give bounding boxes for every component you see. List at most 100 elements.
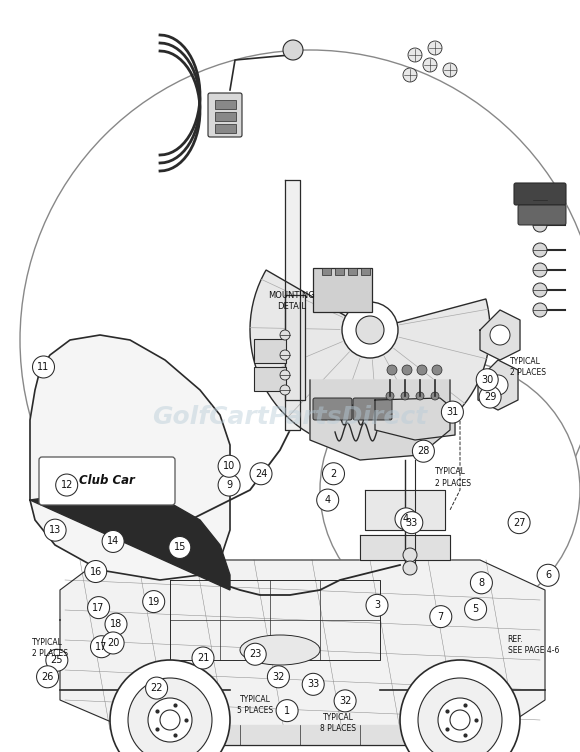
- Circle shape: [110, 660, 230, 752]
- Circle shape: [428, 41, 442, 55]
- FancyBboxPatch shape: [347, 268, 357, 274]
- Text: 11: 11: [37, 362, 50, 372]
- Text: 6: 6: [545, 570, 551, 581]
- FancyBboxPatch shape: [215, 99, 235, 108]
- Text: 24: 24: [255, 468, 267, 479]
- Polygon shape: [360, 535, 450, 560]
- Text: 29: 29: [484, 392, 496, 402]
- Circle shape: [20, 50, 580, 630]
- Circle shape: [280, 385, 290, 395]
- Text: Club Car: Club Car: [79, 475, 135, 487]
- Circle shape: [102, 530, 124, 553]
- Text: 7: 7: [438, 611, 444, 622]
- FancyBboxPatch shape: [39, 457, 175, 505]
- FancyBboxPatch shape: [254, 339, 286, 363]
- Text: GolfCartPartsDirect: GolfCartPartsDirect: [153, 405, 427, 429]
- Circle shape: [267, 666, 289, 688]
- Circle shape: [533, 193, 547, 207]
- Circle shape: [88, 596, 110, 619]
- Circle shape: [32, 356, 55, 378]
- Circle shape: [443, 63, 457, 77]
- Circle shape: [320, 360, 580, 620]
- Circle shape: [102, 632, 124, 654]
- Circle shape: [250, 462, 272, 485]
- Circle shape: [476, 368, 498, 391]
- Circle shape: [386, 392, 394, 400]
- Circle shape: [56, 474, 78, 496]
- Circle shape: [488, 375, 508, 395]
- Circle shape: [401, 511, 423, 534]
- Polygon shape: [285, 295, 305, 400]
- Circle shape: [401, 392, 409, 400]
- FancyBboxPatch shape: [353, 398, 392, 420]
- Text: MOUNTING
DETAIL: MOUNTING DETAIL: [268, 291, 314, 311]
- Circle shape: [403, 548, 417, 562]
- Circle shape: [105, 613, 127, 635]
- Circle shape: [244, 643, 266, 666]
- Text: 9: 9: [226, 480, 232, 490]
- Polygon shape: [30, 335, 230, 580]
- Circle shape: [160, 710, 180, 730]
- FancyBboxPatch shape: [361, 268, 369, 274]
- Polygon shape: [365, 490, 445, 530]
- Text: TYPICAL
2 PLACES: TYPICAL 2 PLACES: [435, 468, 471, 487]
- Circle shape: [416, 392, 424, 400]
- Circle shape: [148, 698, 192, 742]
- Circle shape: [280, 350, 290, 360]
- FancyBboxPatch shape: [313, 268, 372, 312]
- Polygon shape: [285, 180, 300, 430]
- Circle shape: [192, 647, 214, 669]
- Circle shape: [283, 40, 303, 60]
- Text: 19: 19: [147, 596, 160, 607]
- Circle shape: [402, 365, 412, 375]
- Circle shape: [400, 660, 520, 752]
- Text: 12: 12: [60, 480, 73, 490]
- Circle shape: [533, 263, 547, 277]
- Circle shape: [218, 455, 240, 478]
- Text: 33: 33: [307, 679, 320, 690]
- Text: 14: 14: [107, 536, 119, 547]
- Circle shape: [128, 678, 212, 752]
- Text: 30: 30: [481, 374, 494, 385]
- Text: 21: 21: [197, 653, 209, 663]
- Circle shape: [470, 572, 492, 594]
- Circle shape: [431, 392, 439, 400]
- Text: 25: 25: [50, 655, 63, 666]
- Text: 3: 3: [374, 600, 380, 611]
- FancyBboxPatch shape: [321, 268, 331, 274]
- Circle shape: [403, 68, 417, 82]
- Circle shape: [432, 365, 442, 375]
- Circle shape: [533, 218, 547, 232]
- Text: TYPICAL
5 PLACES: TYPICAL 5 PLACES: [237, 696, 273, 715]
- Circle shape: [356, 316, 384, 344]
- Text: 20: 20: [107, 638, 119, 648]
- Circle shape: [46, 649, 68, 672]
- FancyBboxPatch shape: [335, 268, 343, 274]
- Circle shape: [44, 519, 66, 541]
- Circle shape: [85, 560, 107, 583]
- Text: TYPICAL
8 PLACES: TYPICAL 8 PLACES: [320, 714, 356, 733]
- Text: 10: 10: [223, 461, 235, 472]
- Circle shape: [143, 590, 165, 613]
- Circle shape: [430, 605, 452, 628]
- Text: 28: 28: [417, 446, 430, 456]
- Circle shape: [417, 365, 427, 375]
- Polygon shape: [60, 560, 545, 730]
- Text: 26: 26: [41, 672, 54, 682]
- Text: 32: 32: [272, 672, 285, 682]
- Circle shape: [395, 508, 417, 530]
- FancyBboxPatch shape: [208, 93, 242, 137]
- Circle shape: [302, 673, 324, 696]
- Circle shape: [441, 401, 463, 423]
- Polygon shape: [480, 310, 520, 360]
- Text: TYPICAL
2 PLACES: TYPICAL 2 PLACES: [32, 638, 68, 658]
- Wedge shape: [250, 270, 490, 450]
- Circle shape: [533, 243, 547, 257]
- Polygon shape: [478, 360, 518, 410]
- Text: 27: 27: [513, 517, 525, 528]
- Text: 16: 16: [89, 566, 102, 577]
- Circle shape: [322, 462, 345, 485]
- Text: TYPICAL
2 PLACES: TYPICAL 2 PLACES: [510, 357, 546, 377]
- Text: 32: 32: [339, 696, 351, 706]
- Circle shape: [90, 635, 113, 658]
